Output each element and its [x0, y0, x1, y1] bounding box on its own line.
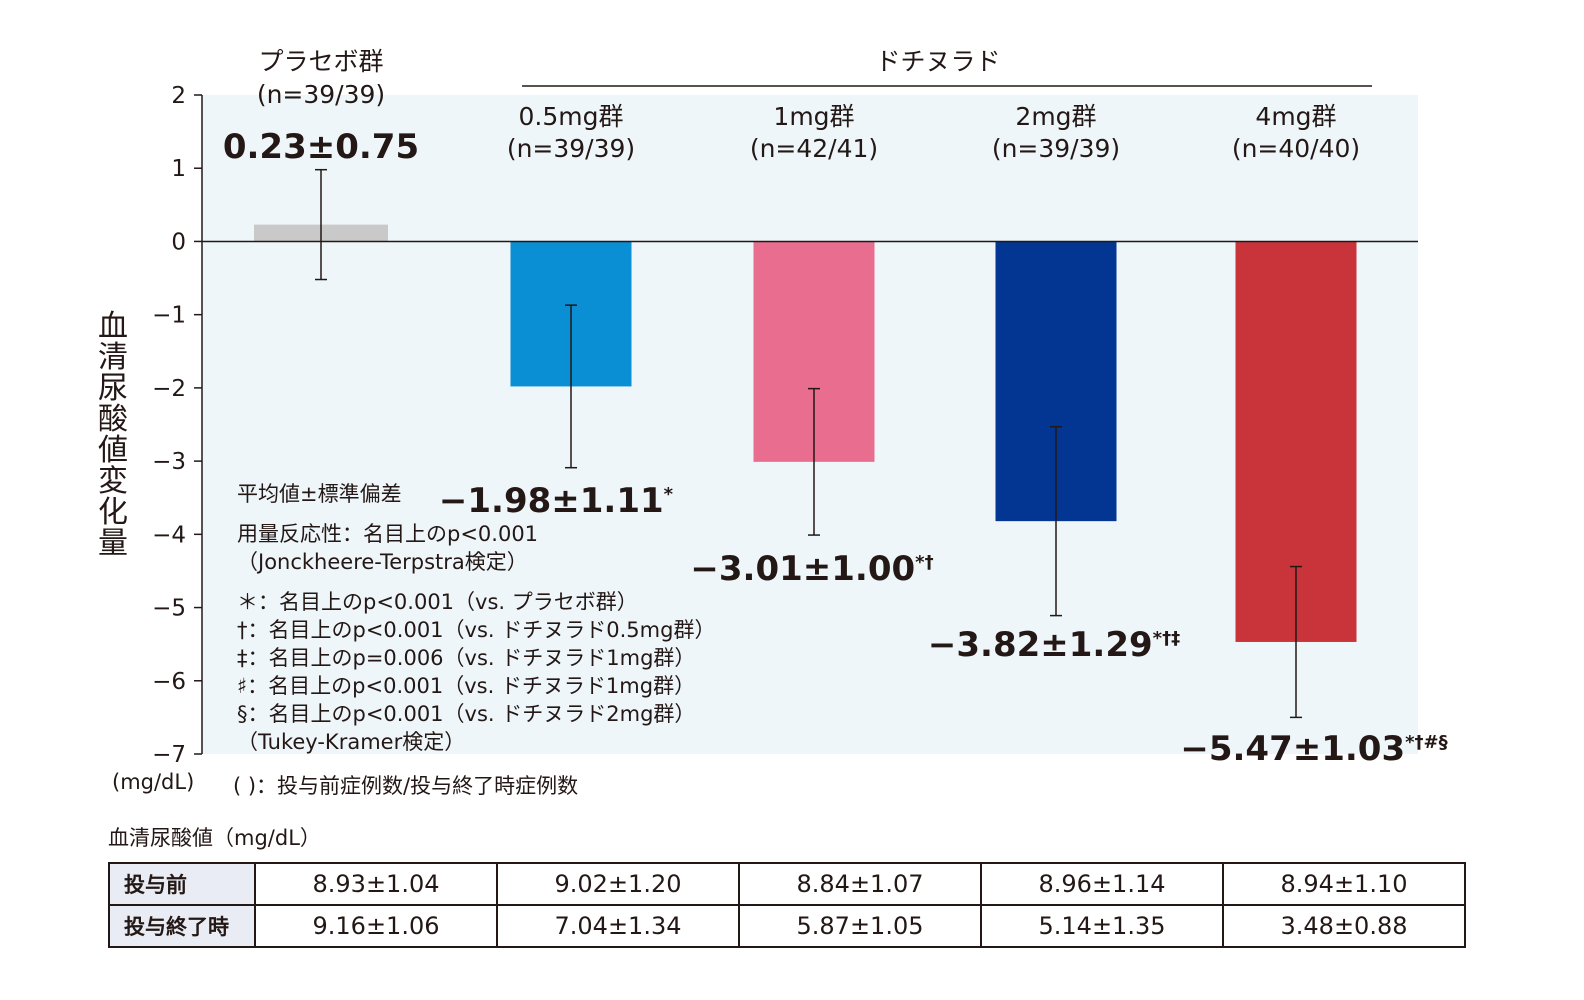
note-ddagger: ‡：名目上のp=0.006（vs. ドチヌラド1mg群） [237, 646, 696, 670]
table-cell: 9.16±1.06 [254, 904, 498, 948]
y-tick-label: 2 [171, 83, 186, 109]
value-label-3: −3.82±1.29*†‡ [928, 625, 1180, 665]
group-name-2: 1mg群 [773, 102, 854, 131]
group-n-4: (n=40/40) [1232, 134, 1360, 163]
y-tick-label: −2 [152, 376, 186, 402]
group-n-2: (n=42/41) [750, 134, 878, 163]
note-tukey: （Tukey-Kramer検定） [237, 730, 466, 754]
table-title: 血清尿酸値（mg/dL） [108, 826, 321, 850]
group-name-4: 4mg群 [1255, 102, 1336, 131]
row-header-before: 投与前 [108, 862, 256, 906]
group-n-1: (n=39/39) [507, 134, 635, 163]
chart-notes: 平均値±標準偏差 用量反応性：名目上のp<0.001 （Jonckheere-T… [237, 480, 715, 756]
note-section: §：名目上のp<0.001（vs. ドチヌラド2mg群） [237, 702, 696, 726]
table-cell: 8.93±1.04 [254, 862, 498, 906]
y-tick-label: −7 [152, 742, 186, 768]
y-tick-label: −3 [152, 449, 186, 475]
group-n-0: (n=39/39) [257, 80, 385, 109]
table-cell: 9.02±1.20 [496, 862, 740, 906]
value-label-2: −3.01±1.00*† [690, 549, 933, 589]
value-label-1: −1.98±1.11* [439, 481, 674, 521]
drug-header: ドチヌラド [875, 47, 1000, 76]
note-mean-sd: 平均値±標準偏差 [237, 482, 402, 506]
note-star: ＊：名目上のp<0.001（vs. プラセボ群） [237, 590, 638, 614]
y-tick-label: −4 [152, 522, 186, 548]
uric-acid-table: 投与前 8.93±1.04 9.02±1.20 8.84±1.07 8.96±1… [108, 862, 1466, 948]
y-axis-title: 血清尿酸値変化量 [98, 309, 128, 561]
table-cell: 8.84±1.07 [738, 862, 982, 906]
y-tick-label: −6 [152, 669, 186, 695]
table-cell: 3.48±0.88 [1222, 904, 1466, 948]
table-cell: 8.96±1.14 [980, 862, 1224, 906]
value-label-4: −5.47±1.03*†#§ [1180, 729, 1447, 769]
group-name-0: プラセボ群 [258, 47, 383, 76]
group-n-3: (n=39/39) [992, 134, 1120, 163]
note-sharp: ♯：名目上のp<0.001（vs. ドチヌラド1mg群） [237, 674, 696, 698]
case-count-note: ( )：投与前症例数/投与終了時症例数 [233, 774, 579, 798]
table-cell: 8.94±1.10 [1222, 862, 1466, 906]
table-cell: 5.87±1.05 [738, 904, 982, 948]
y-tick-label: 1 [171, 156, 186, 182]
table-row: 投与終了時 9.16±1.06 7.04±1.34 5.87±1.05 5.14… [108, 904, 1466, 948]
table-cell: 7.04±1.34 [496, 904, 740, 948]
table-cell: 5.14±1.35 [980, 904, 1224, 948]
y-tick-label: −1 [152, 303, 186, 329]
y-unit-label: (mg/dL) [112, 770, 195, 794]
row-header-after: 投与終了時 [108, 904, 256, 948]
y-tick-label: −5 [152, 596, 186, 622]
group-name-3: 2mg群 [1015, 102, 1096, 131]
note-jt-test: （Jonckheere-Terpstra検定） [237, 550, 528, 574]
table-row: 投与前 8.93±1.04 9.02±1.20 8.84±1.07 8.96±1… [108, 862, 1466, 906]
note-dose-response: 用量反応性：名目上のp<0.001 [237, 522, 539, 546]
value-label-0: 0.23±0.75 [223, 127, 419, 167]
note-dagger: †：名目上のp<0.001（vs. ドチヌラド0.5mg群） [237, 618, 716, 642]
bar-chart: 2 1 0 −1 −2 −3 −4 −5 −6 −7 血清尿酸値変化量 プラセボ群 (n=39/39) 0… [98, 47, 1448, 769]
group-name-1: 0.5mg群 [519, 102, 624, 131]
y-tick-label: 0 [171, 229, 186, 255]
